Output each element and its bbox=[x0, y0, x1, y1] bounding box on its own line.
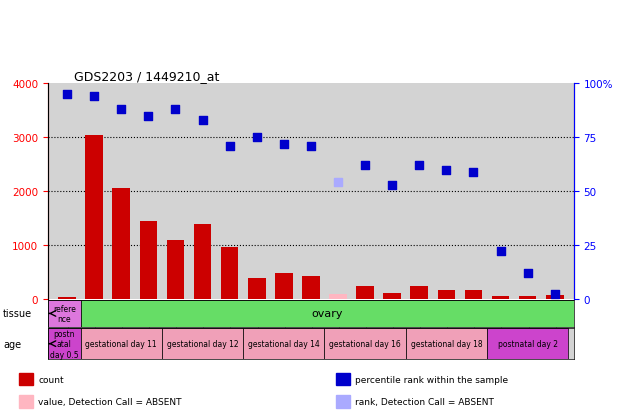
Text: rank, Detection Call = ABSENT: rank, Detection Call = ABSENT bbox=[356, 397, 494, 406]
Bar bbox=[487, 328, 569, 359]
Bar bbox=[465, 290, 482, 299]
Point bbox=[116, 107, 126, 113]
Bar bbox=[329, 295, 347, 299]
Point bbox=[360, 163, 370, 169]
Bar bbox=[48, 328, 81, 359]
Bar bbox=[410, 286, 428, 299]
Bar bbox=[383, 293, 401, 299]
Text: value, Detection Call = ABSENT: value, Detection Call = ABSENT bbox=[38, 397, 181, 406]
Point bbox=[89, 94, 99, 100]
Text: gestational day 14: gestational day 14 bbox=[248, 339, 320, 348]
Bar bbox=[81, 328, 162, 359]
Bar bbox=[85, 136, 103, 299]
Point bbox=[469, 169, 479, 176]
Bar bbox=[406, 328, 487, 359]
Point bbox=[441, 167, 451, 173]
Point bbox=[306, 143, 316, 150]
Bar bbox=[324, 328, 406, 359]
Bar bbox=[19, 395, 33, 408]
Text: gestational day 12: gestational day 12 bbox=[167, 339, 238, 348]
Bar bbox=[546, 295, 563, 299]
Bar bbox=[167, 240, 184, 299]
Text: gestational day 16: gestational day 16 bbox=[329, 339, 401, 348]
Point bbox=[197, 117, 208, 124]
Text: percentile rank within the sample: percentile rank within the sample bbox=[356, 375, 508, 384]
Bar bbox=[194, 225, 212, 299]
Point bbox=[224, 143, 235, 150]
Bar bbox=[58, 297, 76, 299]
Bar bbox=[302, 276, 320, 299]
Point bbox=[279, 141, 289, 148]
Text: count: count bbox=[38, 375, 63, 384]
Point bbox=[522, 270, 533, 277]
Bar bbox=[275, 273, 292, 299]
Point bbox=[171, 107, 181, 113]
Bar bbox=[162, 328, 243, 359]
Text: age: age bbox=[3, 339, 21, 349]
Text: GDS2203 / 1449210_at: GDS2203 / 1449210_at bbox=[74, 70, 220, 83]
Text: refere
nce: refere nce bbox=[53, 304, 76, 323]
Bar bbox=[519, 296, 537, 299]
Bar bbox=[337, 395, 351, 408]
Point bbox=[495, 249, 506, 255]
Bar bbox=[221, 247, 238, 299]
Text: gestational day 11: gestational day 11 bbox=[85, 339, 157, 348]
Bar bbox=[112, 189, 130, 299]
Point bbox=[333, 180, 343, 186]
Text: ovary: ovary bbox=[312, 309, 343, 319]
Bar bbox=[248, 279, 265, 299]
Point bbox=[387, 182, 397, 188]
Text: tissue: tissue bbox=[3, 309, 32, 319]
Point bbox=[414, 163, 424, 169]
Bar bbox=[337, 373, 351, 385]
Bar bbox=[140, 222, 157, 299]
Bar bbox=[243, 328, 324, 359]
Point bbox=[62, 92, 72, 98]
Bar bbox=[438, 290, 455, 299]
Text: gestational day 18: gestational day 18 bbox=[410, 339, 482, 348]
Bar bbox=[48, 300, 81, 327]
Text: postnatal day 2: postnatal day 2 bbox=[497, 339, 558, 348]
Point bbox=[549, 292, 560, 298]
Point bbox=[251, 135, 262, 141]
Bar bbox=[492, 297, 510, 299]
Point bbox=[143, 113, 153, 120]
Text: postn
atal
day 0.5: postn atal day 0.5 bbox=[50, 329, 79, 358]
Bar bbox=[19, 373, 33, 385]
Bar bbox=[356, 287, 374, 299]
